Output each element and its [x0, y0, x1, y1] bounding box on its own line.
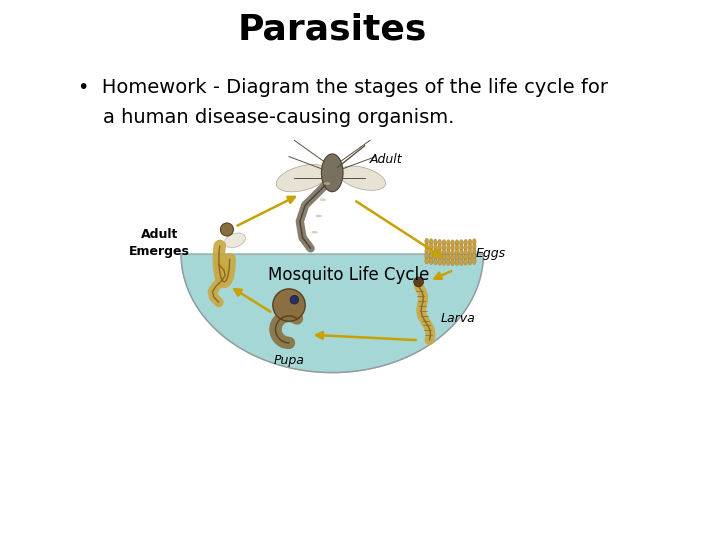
Ellipse shape: [472, 258, 476, 265]
Ellipse shape: [446, 254, 450, 261]
Ellipse shape: [451, 254, 454, 261]
Ellipse shape: [468, 254, 472, 260]
Ellipse shape: [425, 248, 428, 254]
Ellipse shape: [468, 259, 472, 265]
Ellipse shape: [442, 240, 446, 246]
Ellipse shape: [442, 249, 446, 256]
Ellipse shape: [459, 259, 463, 266]
Ellipse shape: [468, 244, 472, 251]
Ellipse shape: [429, 253, 433, 260]
Text: Adult
Emerges: Adult Emerges: [129, 228, 190, 258]
Ellipse shape: [433, 244, 437, 251]
Circle shape: [414, 277, 423, 287]
Ellipse shape: [438, 239, 441, 246]
Text: Eggs: Eggs: [475, 247, 505, 260]
Ellipse shape: [323, 182, 330, 185]
Ellipse shape: [225, 233, 246, 248]
Ellipse shape: [338, 166, 385, 191]
Ellipse shape: [321, 154, 343, 192]
Text: Pupa: Pupa: [274, 354, 305, 367]
Ellipse shape: [425, 258, 428, 264]
Ellipse shape: [438, 254, 441, 260]
Circle shape: [220, 223, 233, 236]
Ellipse shape: [425, 253, 428, 259]
Ellipse shape: [459, 249, 463, 256]
Ellipse shape: [433, 259, 437, 265]
Text: Larva: Larva: [440, 312, 475, 325]
Ellipse shape: [459, 245, 463, 251]
Ellipse shape: [451, 249, 454, 256]
Ellipse shape: [433, 239, 437, 246]
Ellipse shape: [438, 259, 441, 265]
Ellipse shape: [451, 240, 454, 246]
Ellipse shape: [468, 239, 472, 246]
Ellipse shape: [464, 239, 467, 246]
Ellipse shape: [312, 231, 318, 233]
Ellipse shape: [320, 198, 326, 201]
Ellipse shape: [468, 249, 472, 255]
Ellipse shape: [425, 238, 428, 245]
Ellipse shape: [455, 254, 459, 261]
Ellipse shape: [446, 259, 450, 266]
Ellipse shape: [438, 249, 441, 255]
Ellipse shape: [472, 239, 476, 245]
Polygon shape: [181, 254, 483, 373]
Text: a human disease-causing organism.: a human disease-causing organism.: [78, 108, 455, 127]
Ellipse shape: [429, 244, 433, 250]
Circle shape: [290, 295, 299, 304]
Ellipse shape: [442, 254, 446, 261]
Ellipse shape: [433, 254, 437, 260]
Ellipse shape: [472, 253, 476, 260]
Ellipse shape: [446, 249, 450, 256]
Ellipse shape: [315, 214, 322, 217]
Ellipse shape: [464, 244, 467, 251]
Ellipse shape: [472, 244, 476, 250]
Ellipse shape: [455, 240, 459, 246]
Ellipse shape: [455, 245, 459, 251]
Text: Adult: Adult: [370, 153, 402, 166]
Ellipse shape: [276, 165, 329, 192]
Text: •  Homework - Diagram the stages of the life cycle for: • Homework - Diagram the stages of the l…: [78, 78, 608, 97]
Ellipse shape: [459, 254, 463, 261]
Ellipse shape: [442, 259, 446, 266]
Ellipse shape: [446, 245, 450, 251]
Ellipse shape: [429, 248, 433, 255]
Ellipse shape: [451, 245, 454, 251]
Ellipse shape: [472, 248, 476, 255]
Ellipse shape: [455, 249, 459, 256]
Circle shape: [273, 289, 305, 321]
Ellipse shape: [433, 249, 437, 255]
Ellipse shape: [451, 259, 454, 266]
Ellipse shape: [464, 259, 467, 265]
Ellipse shape: [425, 243, 428, 249]
Ellipse shape: [459, 240, 463, 246]
Ellipse shape: [455, 259, 459, 266]
Text: Mosquito Life Cycle: Mosquito Life Cycle: [268, 266, 429, 285]
Ellipse shape: [464, 254, 467, 260]
Ellipse shape: [464, 249, 467, 255]
Ellipse shape: [429, 258, 433, 265]
Ellipse shape: [438, 244, 441, 251]
Text: Parasites: Parasites: [238, 13, 427, 46]
Ellipse shape: [442, 245, 446, 251]
Ellipse shape: [446, 240, 450, 246]
Ellipse shape: [429, 239, 433, 245]
